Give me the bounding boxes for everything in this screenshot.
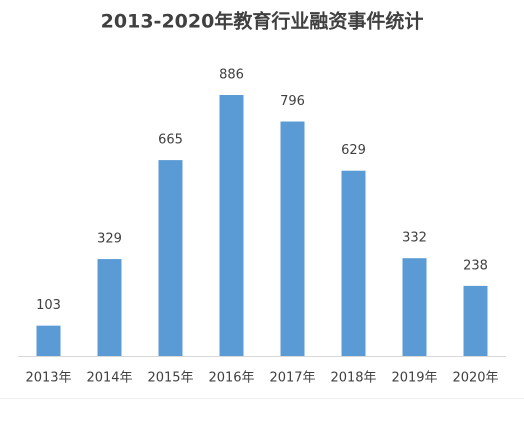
x-tick-label: 2014年 [86,371,132,386]
bar [463,285,488,356]
x-tick-label: 2017年 [269,371,315,386]
x-tick-label: 2013年 [25,371,71,386]
x-tick-label: 2015年 [147,371,193,386]
bar [341,170,366,356]
bar [219,95,244,356]
value-label: 796 [280,94,305,109]
chart-title: 2013-2020年教育行业融资事件统计 [101,10,424,33]
bar [36,325,61,356]
x-tick-label: 2020年 [452,371,498,386]
value-label: 886 [219,68,244,83]
value-label: 103 [36,298,61,313]
value-label: 665 [158,133,183,148]
x-tick-label: 2018年 [330,371,376,386]
x-tick-label: 2019年 [391,371,437,386]
value-label: 329 [97,232,122,247]
value-label: 238 [463,258,488,273]
bar [280,121,305,356]
value-label: 332 [402,231,427,246]
bar [97,259,122,356]
bar [402,258,427,356]
bar [158,160,183,356]
x-tick-label: 2016年 [208,371,254,386]
value-label: 629 [341,143,366,158]
